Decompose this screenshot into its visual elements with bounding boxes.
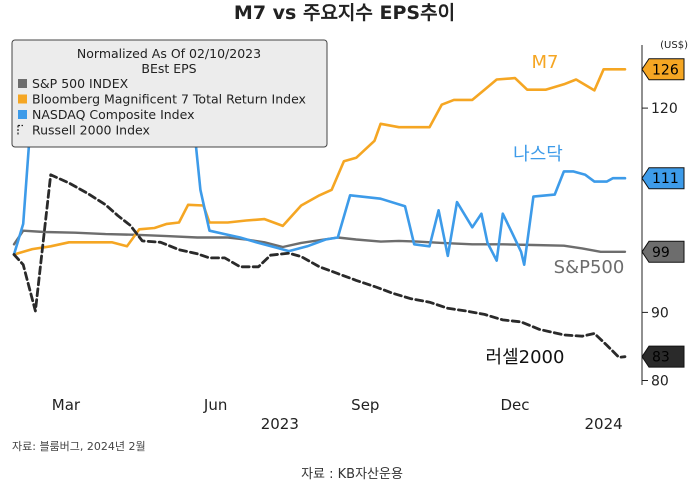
chart-title: M7 vs 주요지수 EPS추이: [234, 2, 455, 24]
legend-label-m7: Bloomberg Magnificent 7 Total Return Ind…: [32, 92, 306, 107]
legend-swatch-russell: [17, 124, 23, 135]
end-flag-sp500: [641, 240, 685, 263]
end-flag-m7: [641, 58, 685, 81]
source-credit: 자료 : KB자산운용: [301, 467, 403, 482]
y-tick-label-2: 120: [651, 101, 678, 117]
annotation-russell: 러셀2000: [486, 347, 565, 368]
source-note: 자료: 블룸버그, 2024년 2월: [12, 440, 146, 453]
legend: Normalized As Of 02/10/2023 BEst EPS S&P…: [11, 39, 328, 148]
y-axis-ticks: 80 90 120: [642, 101, 678, 390]
x-axis-ticks: Mar Jun Sep Dec 2023 2024: [52, 396, 623, 433]
end-value-flags: 99 126 111 83: [641, 58, 685, 368]
legend-swatch-sp500: [18, 79, 27, 88]
legend-swatch-m7: [18, 94, 27, 104]
x-tick-label-2: Sep: [351, 396, 379, 414]
legend-box: [11, 39, 328, 148]
legend-label-russell: Russell 2000 Index: [32, 123, 150, 138]
x-year-label-0: 2023: [261, 415, 299, 433]
series-line-russell: [12, 173, 627, 359]
legend-title-line2: BEst EPS: [141, 61, 196, 76]
legend-swatch-nasdaq: [18, 110, 27, 119]
end-flag-value-russell: 83: [652, 350, 670, 366]
x-year-label-1: 2024: [585, 415, 623, 433]
end-flag-russell: [641, 345, 685, 368]
end-flag-nasdaq: [641, 167, 685, 190]
x-tick-label-3: Dec: [501, 396, 530, 414]
legend-title-line1: Normalized As Of 02/10/2023: [77, 46, 261, 61]
end-flag-value-sp500: 99: [652, 245, 670, 261]
end-flag-value-nasdaq: 111: [652, 171, 679, 187]
end-flag-value-m7: 126: [652, 62, 679, 78]
annotation-nasdaq: 나스닥: [513, 144, 563, 165]
x-tick-label-0: Mar: [52, 396, 81, 414]
y-tick-label-0: 80: [651, 374, 669, 390]
y-tick-label-1: 90: [651, 305, 669, 321]
y-axis-unit-label: (US$): [660, 40, 688, 51]
series-line-sp500: [12, 229, 627, 253]
annotation-sp500: S&P500: [554, 257, 625, 278]
annotation-m7: M7: [532, 52, 559, 73]
legend-label-nasdaq: NASDAQ Composite Index: [32, 107, 194, 122]
series-line-m7: [12, 68, 627, 256]
legend-label-sp500: S&P 500 INDEX: [32, 76, 129, 91]
x-tick-label-1: Jun: [203, 396, 227, 414]
